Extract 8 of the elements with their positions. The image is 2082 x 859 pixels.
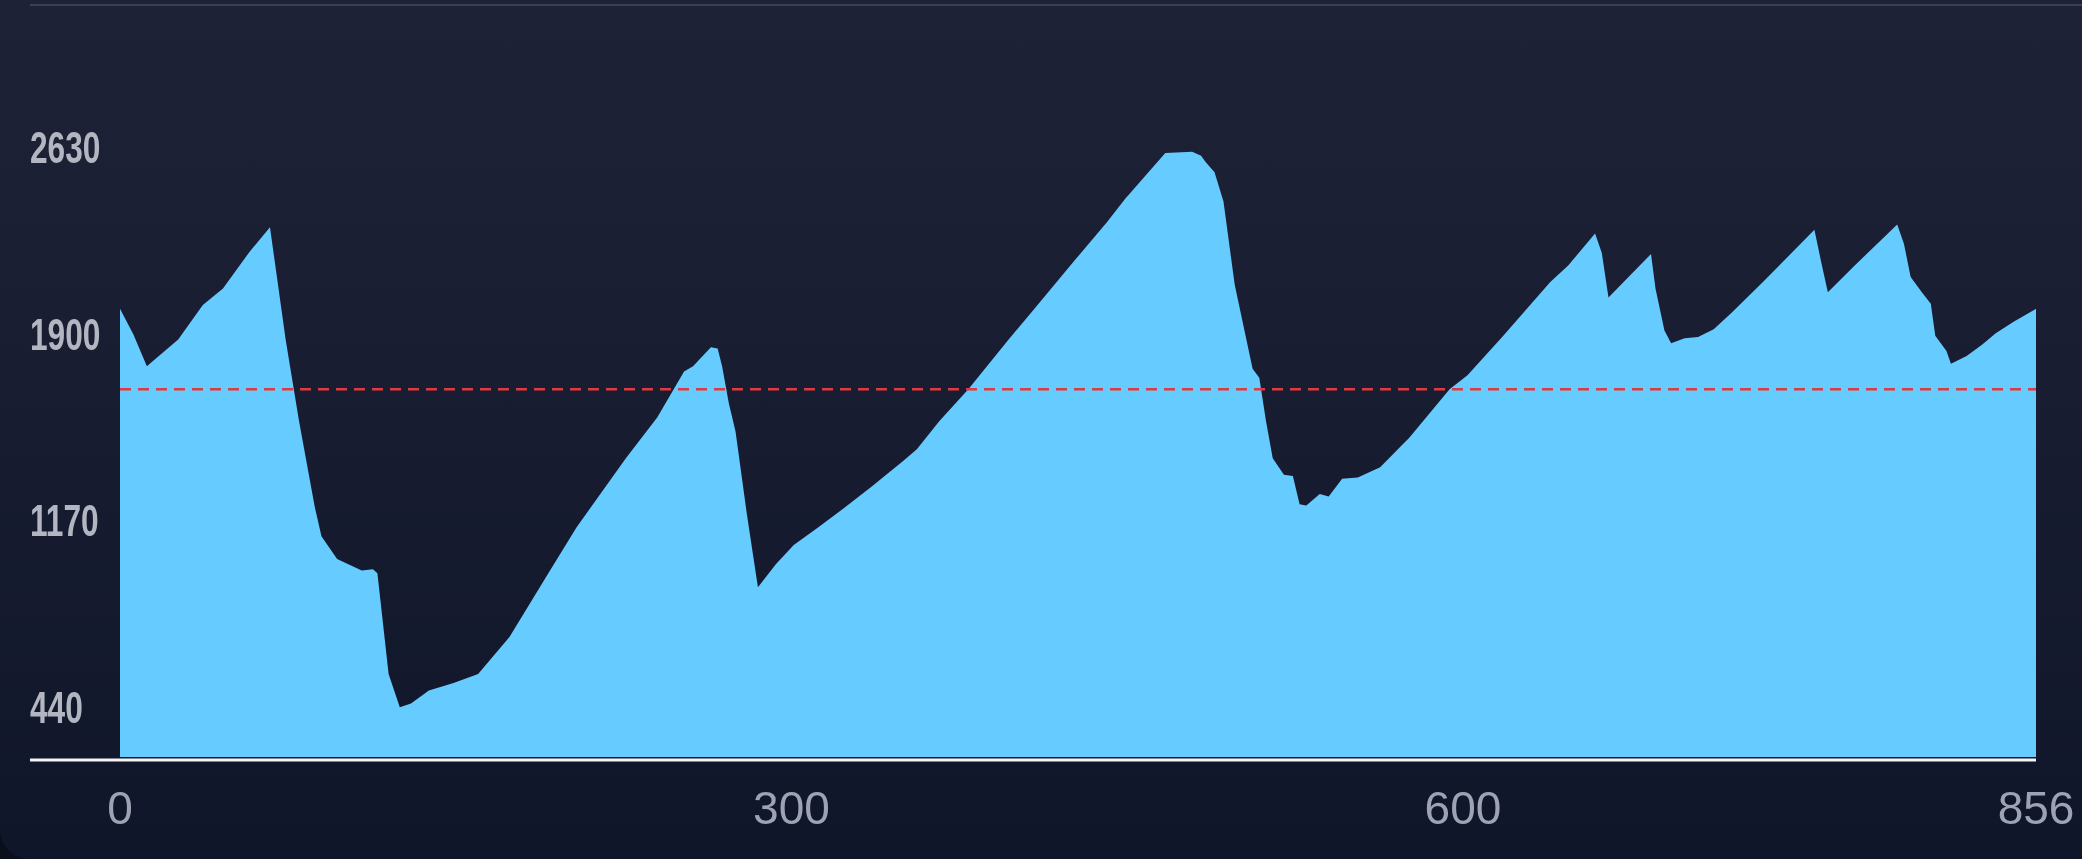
x-tick-label: 600 bbox=[1424, 782, 1502, 834]
x-tick-label: 856 bbox=[1997, 782, 2075, 834]
x-tick-label: 0 bbox=[107, 782, 133, 834]
y-tick-label: 1170 bbox=[30, 496, 99, 546]
x-tick-label: 300 bbox=[753, 782, 830, 834]
y-tick-label: 2630 bbox=[30, 123, 101, 173]
y-tick-label: 440 bbox=[30, 682, 83, 732]
y-tick-label: 1900 bbox=[30, 309, 101, 360]
